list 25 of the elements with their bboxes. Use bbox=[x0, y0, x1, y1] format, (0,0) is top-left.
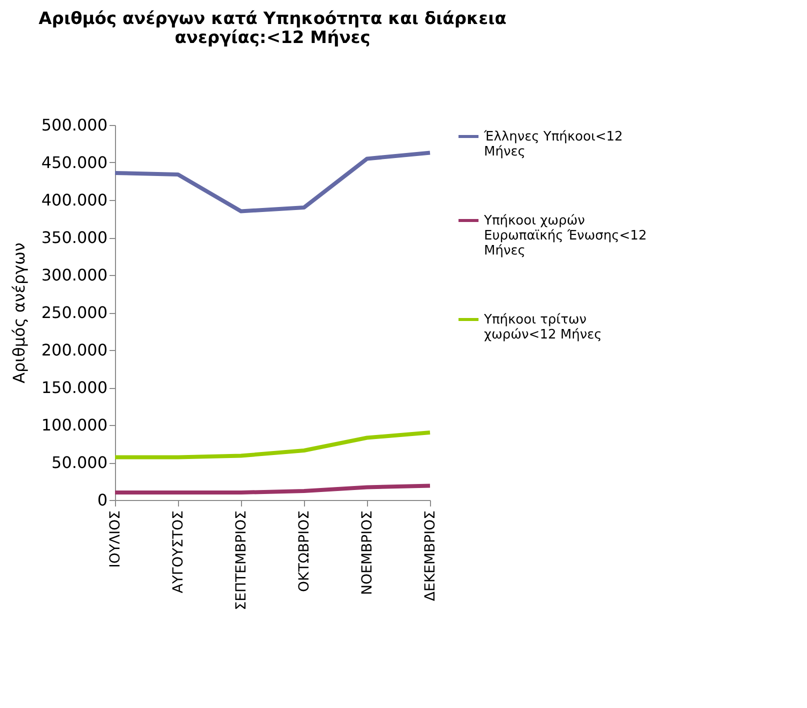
y-tick-label: 400.000 bbox=[41, 190, 108, 210]
legend-label: Έλληνες Υπήκοοι<12 Μήνες bbox=[483, 130, 623, 160]
y-tick-label: 100.000 bbox=[41, 416, 108, 434]
y-tick-label: 350.000 bbox=[41, 228, 108, 247]
x-tick-label: ΙΟΥΛΙΟΣ bbox=[108, 510, 124, 568]
x-tick-label: ΔΕΚΕΜΒΡΙΟΣ bbox=[422, 510, 438, 602]
y-tick-label: 0 bbox=[97, 490, 108, 510]
y-tick-label: 150.000 bbox=[41, 378, 108, 397]
line-series bbox=[113, 484, 432, 494]
y-tick-label: 250.000 bbox=[41, 303, 108, 322]
y-tick-label: 200.000 bbox=[41, 340, 108, 360]
y-tick-label: 50.000 bbox=[52, 453, 108, 472]
legend-label: Υπήκοοι χωρών Ευρωπαϊκής Ένωσης<12 Μήνες bbox=[483, 214, 647, 258]
y-tick-label: 450.000 bbox=[41, 153, 108, 172]
y-tick-label: 300.000 bbox=[41, 266, 108, 284]
x-tick-label: ΟΚΤΩΒΡΙΟΣ bbox=[296, 510, 312, 592]
line-series bbox=[113, 430, 432, 460]
x-tick-label: ΑΥΓΟΥΣΤΟΣ bbox=[170, 510, 186, 594]
x-tick-label: ΝΟΕΜΒΡΙΟΣ bbox=[360, 510, 376, 595]
line-series bbox=[113, 150, 432, 214]
y-axis-title: Αριθμός ανέργων bbox=[9, 242, 28, 384]
chart-title: Αριθμός ανέργων κατά Υπηκοότητα και διάρκεια ανεργίας:<12 Μήνες bbox=[38, 9, 506, 48]
y-tick-label: 500.000 bbox=[41, 116, 108, 134]
legend-label: Υπήκοοι τρίτων χωρών<12 Μήνες bbox=[483, 312, 602, 342]
x-tick-label: ΣΕΠΤΕΜΒΡΙΟΣ bbox=[234, 510, 250, 610]
